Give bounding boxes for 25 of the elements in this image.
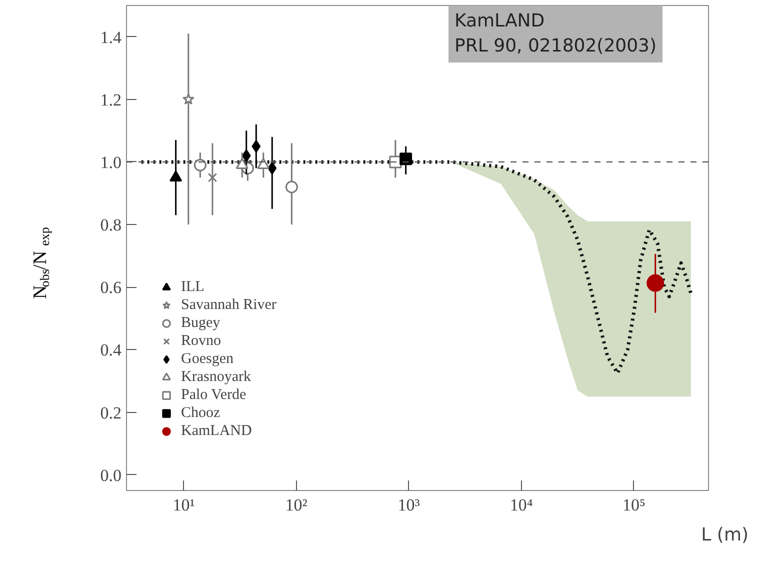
legend-label: Krasnoyark [181, 368, 251, 386]
legend-label: Goesgen [181, 350, 234, 368]
x-tick-label: 10⁵ [622, 496, 646, 514]
y-tick-label: 0.8 [100, 216, 122, 235]
x-tick-label: 10⁴ [510, 496, 533, 514]
x-tick-label: 10³ [398, 496, 420, 514]
legend-label: Savannah River [181, 296, 276, 314]
legend-label: ILL [181, 278, 204, 296]
x-tick-label: 10¹ [172, 496, 195, 514]
legend-label: KamLAND [181, 422, 252, 440]
legend-label: Rovno [181, 332, 222, 350]
y-tick-label: 0.6 [100, 278, 122, 298]
legend-label: Palo Verde [181, 386, 246, 404]
y-tick-label: 1.4 [100, 28, 122, 47]
annotation: KamLAND PRL 90, 021802(2003) [454, 10, 657, 56]
y-tick-label: 1.0 [100, 152, 122, 172]
x-axis-title: L (m) [701, 524, 749, 546]
y-tick-label: 0.4 [100, 340, 122, 360]
y-tick-label: 1.2 [100, 90, 122, 110]
y-tick-label: 0.2 [100, 403, 122, 422]
y-axis-title: Nobs/Nexp [30, 227, 52, 300]
legend-label: Chooz [181, 404, 220, 422]
x-tick-label: 10² [285, 496, 308, 514]
y-tick-label: 0.0 [100, 466, 122, 485]
legend-label: Bugey [181, 314, 220, 332]
